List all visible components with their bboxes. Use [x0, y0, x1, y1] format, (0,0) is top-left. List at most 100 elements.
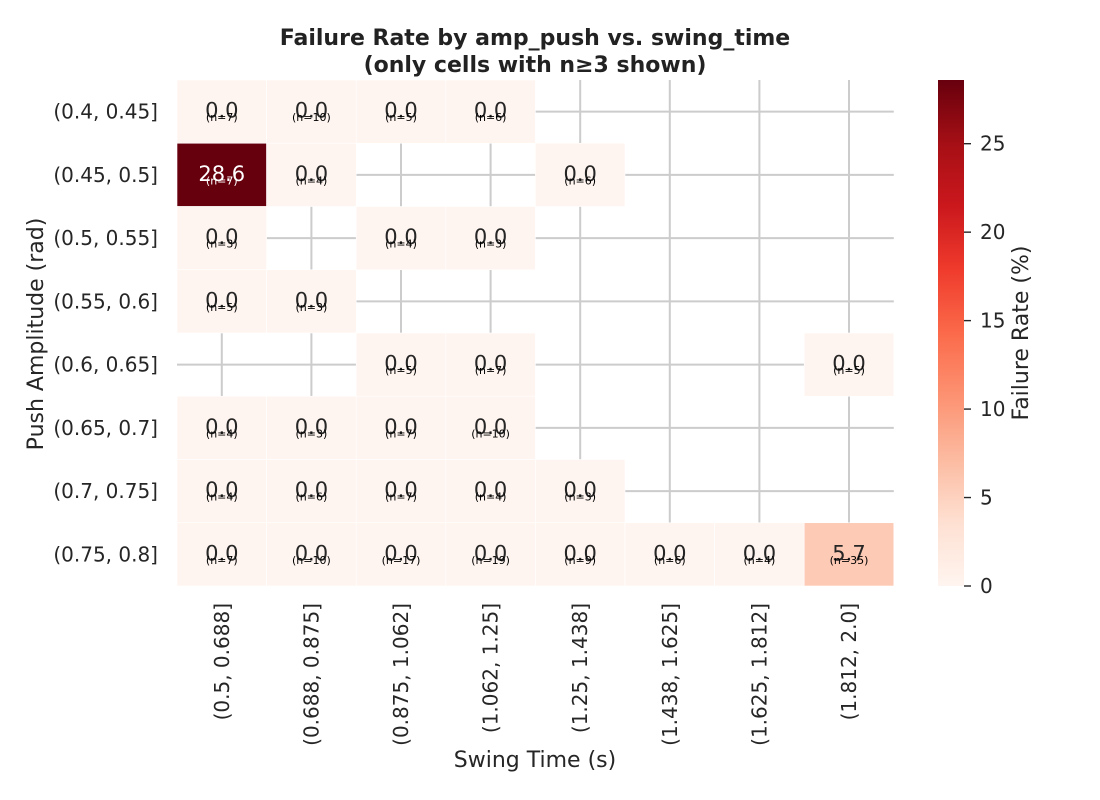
heatmap-cell — [176, 79, 267, 144]
cell-count-label: (n=5) — [385, 364, 417, 377]
heatmap-cell — [355, 522, 447, 587]
cell-count-label: (n=4) — [385, 238, 417, 251]
heatmap-cell — [266, 459, 357, 524]
cell-value-label: 0.0 — [205, 541, 238, 565]
cell-count-label: (n=10) — [292, 554, 331, 567]
cell-value-label: 0.0 — [295, 415, 328, 439]
cell-value-label: 0.0 — [474, 478, 507, 502]
colorbar-tick-label: 25 — [980, 132, 1005, 156]
x-tick-label: (0.688, 0.875] — [299, 603, 323, 746]
cell-count-label: (n=3) — [475, 238, 507, 251]
cell-count-label: (n=19) — [471, 554, 510, 567]
cell-count-label: (n=7) — [475, 364, 507, 377]
cell-value-label: 0.0 — [295, 288, 328, 312]
x-tick-label: (1.625, 1.812] — [747, 603, 771, 746]
y-tick-label: (0.55, 0.6] — [53, 289, 158, 313]
cell-value-label: 0.0 — [563, 162, 596, 186]
chart-subtitle: (only cells with n≥3 shown) — [364, 53, 707, 78]
heatmap-cell — [355, 79, 447, 144]
colorbar-tick-label: 15 — [980, 309, 1005, 333]
heatmap-cell — [355, 332, 447, 397]
heatmap-cell — [266, 142, 357, 207]
heatmap-cell — [535, 522, 626, 587]
heatmap-cell — [803, 332, 895, 397]
colorbar-label: Failure Rate (%) — [1009, 246, 1034, 421]
y-tick-label: (0.75, 0.8] — [53, 542, 158, 566]
cell-count-label: (n=35) — [830, 554, 869, 567]
cell-value-label: 0.0 — [474, 541, 507, 565]
cell-count-label: (n=7) — [206, 174, 238, 187]
cell-value-label: 0.0 — [384, 99, 417, 123]
heatmap-cell — [176, 142, 267, 207]
heatmap-cell — [535, 459, 626, 524]
chart-title: Failure Rate by amp_push vs. swing_time — [280, 26, 790, 51]
heatmap-cell — [266, 395, 357, 460]
heatmap-cell — [445, 522, 536, 587]
cell-count-label: (n=5) — [206, 301, 238, 314]
cell-count-label: (n=5) — [385, 111, 417, 124]
cell-value-label: 0.0 — [474, 415, 507, 439]
cell-value-label: 0.0 — [205, 225, 238, 249]
colorbar-tick-label: 5 — [980, 486, 993, 510]
heatmap-cell — [176, 269, 267, 334]
cell-value-label: 0.0 — [563, 478, 596, 502]
heatmap-cell — [714, 522, 805, 587]
cell-count-label: (n=5) — [833, 364, 865, 377]
cell-value-label: 0.0 — [384, 415, 417, 439]
colorbar-tick-label: 20 — [980, 220, 1005, 244]
y-tick-label: (0.7, 0.75] — [53, 479, 158, 503]
cell-count-label: (n=6) — [654, 554, 686, 567]
heatmap-cell — [266, 79, 357, 144]
cell-count-label: (n=3) — [296, 427, 328, 440]
heatmap-cell — [176, 206, 267, 271]
cell-value-label: 0.0 — [474, 99, 507, 123]
heatmap-cell — [176, 459, 267, 524]
cell-value-label: 0.0 — [205, 415, 238, 439]
cell-count-label: (n=4) — [206, 491, 238, 504]
colorbar-tick-label: 0 — [980, 574, 993, 598]
colorbar-gradient — [938, 80, 964, 586]
heatmap-cell — [176, 522, 267, 587]
heatmap-cells: 0.0(n=7) 0.0(n=10) 0.0(n=5) 0.0(n=6)28.6(n=… — [176, 79, 895, 587]
cell-value-label: 0.0 — [384, 541, 417, 565]
cell-value-label: 0.0 — [384, 352, 417, 376]
x-tick-label: (1.438, 1.625] — [658, 603, 682, 746]
cell-value-label: 0.0 — [474, 352, 507, 376]
cell-value-label: 0.0 — [384, 478, 417, 502]
cell-value-label: 0.0 — [295, 478, 328, 502]
cell-value-label: 5.7 — [832, 541, 865, 565]
cell-count-label: (n=6) — [564, 174, 596, 187]
axis-ticks: (0.4, 0.45] (0.45, 0.5] (0.5, 0.55] (0.55, … — [53, 100, 861, 746]
cell-count-label: (n=3) — [564, 491, 596, 504]
cell-value-label: 0.0 — [205, 288, 238, 312]
heatmap-cell — [355, 206, 447, 271]
heatmap-cell — [176, 395, 267, 460]
cell-count-label: (n=7) — [385, 427, 417, 440]
colorbar: 0 5 10 15 20 25 — [938, 80, 1005, 598]
cell-count-label: (n=9) — [564, 554, 596, 567]
heatmap-cell — [266, 522, 357, 587]
y-tick-label: (0.65, 0.7] — [53, 416, 158, 440]
heatmap-cell — [266, 269, 357, 334]
cell-value-label: 0.0 — [295, 541, 328, 565]
x-axis-label: Swing Time (s) — [454, 748, 616, 773]
cell-count-label: (n=7) — [206, 111, 238, 124]
y-tick-label: (0.5, 0.55] — [53, 226, 158, 250]
heatmap-cell — [535, 142, 626, 207]
cell-value-label: 0.0 — [205, 478, 238, 502]
cell-count-label: (n=4) — [296, 174, 328, 187]
cell-value-label: 0.0 — [832, 352, 865, 376]
x-tick-label: (0.875, 1.062] — [389, 603, 413, 746]
cell-value-label: 0.0 — [205, 99, 238, 123]
heatmap-cell — [803, 522, 895, 587]
cell-count-label: (n=4) — [206, 427, 238, 440]
cell-count-label: (n=4) — [475, 491, 507, 504]
x-tick-label: (1.812, 2.0] — [837, 603, 861, 720]
cell-count-label: (n=7) — [206, 554, 238, 567]
cell-value-label: 0.0 — [295, 99, 328, 123]
colorbar-tick-label: 10 — [980, 397, 1005, 421]
cell-count-label: (n=3) — [206, 238, 238, 251]
cell-value-label: 0.0 — [295, 162, 328, 186]
heatmap-cell — [445, 79, 536, 144]
